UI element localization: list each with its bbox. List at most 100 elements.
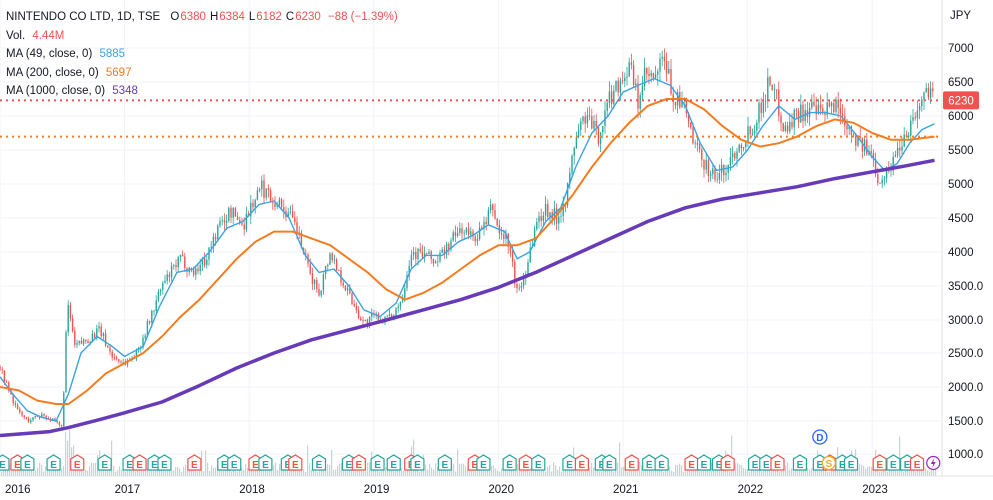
- volume-bar: [545, 471, 547, 476]
- candle-body: [628, 62, 630, 77]
- volume-bar: [309, 463, 311, 476]
- candle-body: [386, 315, 388, 317]
- candle-body: [91, 333, 94, 342]
- earnings-badge-letter: E: [441, 460, 448, 471]
- earnings-badge-letter: E: [914, 460, 921, 471]
- volume-bar: [707, 467, 709, 476]
- candle-body: [736, 151, 738, 159]
- volume-bar: [653, 470, 655, 476]
- legend-volume-row[interactable]: Vol. 4.44M: [6, 27, 398, 46]
- candle-body: [388, 314, 391, 316]
- volume-bar: [787, 462, 789, 476]
- volume-bar: [559, 466, 561, 476]
- volume-bar: [585, 467, 587, 476]
- earnings-badge-letter: E: [506, 460, 513, 471]
- volume-bar: [505, 467, 507, 476]
- symbol-title[interactable]: NINTENDO CO LTD, 1D, TSE: [6, 11, 161, 23]
- volume-bar: [605, 465, 607, 476]
- earnings-badge: [386, 454, 401, 471]
- candle-body: [118, 359, 120, 362]
- volume-bar: [185, 464, 187, 476]
- volume-label: Vol.: [6, 29, 26, 42]
- candle-body: [784, 125, 787, 132]
- volume-bar: [677, 465, 679, 476]
- volume-bar: [57, 467, 59, 476]
- candle-body: [646, 67, 648, 74]
- candle-body: [60, 424, 63, 427]
- legend-ma49-row[interactable]: MA (49, close, 0) 5885: [6, 45, 398, 64]
- volume-bar: [45, 466, 47, 476]
- volume-bar: [473, 469, 475, 476]
- volume-bar: [587, 466, 589, 476]
- volume-bar: [465, 466, 467, 476]
- volume-bar: [41, 464, 43, 476]
- volume-bar: [919, 470, 921, 476]
- earnings-badge-letter: E: [658, 460, 665, 471]
- volume-bar: [163, 470, 165, 476]
- volume-bar: [183, 466, 185, 476]
- volume-bar: [409, 465, 411, 476]
- x-tick-label: 2020: [488, 484, 514, 496]
- volume-bar: [691, 465, 693, 476]
- candle-body: [674, 101, 677, 106]
- earnings-badge-letter: E: [579, 460, 586, 471]
- volume-bar: [157, 468, 159, 476]
- candle-body: [661, 56, 663, 59]
- volume-bar: [331, 449, 333, 476]
- earnings-badge-letter: E: [136, 460, 143, 471]
- legend-ma1000-row[interactable]: MA (1000, close, 0) 5348: [6, 82, 398, 101]
- volume-bar: [515, 466, 517, 476]
- volume-bar: [785, 465, 787, 476]
- earnings-badge: [258, 454, 273, 471]
- ohlc-value-o: 6380: [180, 11, 206, 23]
- candle-body: [395, 308, 397, 316]
- volume-bar: [459, 463, 461, 476]
- volume-bar: [627, 471, 629, 476]
- candle-body: [610, 91, 613, 104]
- candle-body: [593, 121, 595, 129]
- candle-body: [723, 164, 725, 176]
- earnings-badge: [696, 454, 712, 471]
- earnings-badge-letter: E: [839, 460, 846, 471]
- candle-body: [120, 361, 122, 363]
- volume-bar: [613, 471, 615, 476]
- volume-bar: [483, 465, 485, 476]
- candle-body: [23, 415, 25, 418]
- candle-body: [155, 300, 157, 311]
- earnings-badge-letter: E: [628, 460, 635, 471]
- candle-body: [445, 243, 448, 255]
- candle-body: [824, 111, 826, 115]
- candle-body: [588, 115, 591, 117]
- candle-body: [371, 313, 373, 317]
- legend-ma200-row[interactable]: MA (200, close, 0) 5697: [6, 64, 398, 83]
- x-tick-label: 2016: [5, 484, 31, 496]
- candle-body: [104, 333, 107, 346]
- candle-body: [291, 211, 294, 218]
- moving-averages-layer: [0, 77, 935, 438]
- candle-body: [595, 121, 597, 127]
- candle-body: [492, 204, 494, 211]
- candle-body: [210, 246, 212, 248]
- candle-body: [850, 126, 853, 135]
- candle-body: [639, 95, 641, 109]
- dividend-badge: [812, 429, 828, 445]
- candle-body: [102, 333, 105, 336]
- candle-body: [518, 287, 520, 289]
- candle-body: [368, 316, 371, 325]
- candle-body: [360, 317, 362, 320]
- volume-bar: [407, 468, 409, 476]
- candle-body: [274, 203, 276, 207]
- volume-bar: [395, 470, 397, 476]
- volume-bar: [553, 462, 555, 476]
- volume-bar: [211, 465, 213, 476]
- ma200-label: MA (200, close, 0): [6, 66, 99, 79]
- candle-body: [58, 422, 61, 425]
- candle-body: [617, 80, 619, 93]
- candle-body: [283, 207, 285, 212]
- candle-body: [441, 249, 443, 253]
- earnings-badge-letter: E: [50, 460, 57, 471]
- candle-body: [786, 125, 789, 132]
- candle-body: [907, 135, 910, 137]
- candle-body: [580, 121, 582, 130]
